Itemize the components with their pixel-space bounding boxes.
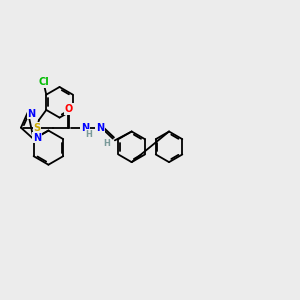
Text: H: H <box>85 130 92 139</box>
Text: H: H <box>103 139 110 148</box>
Text: Cl: Cl <box>39 77 49 87</box>
Text: O: O <box>64 104 73 114</box>
Text: N: N <box>96 123 104 133</box>
Text: N: N <box>33 133 41 142</box>
Text: N: N <box>81 123 89 133</box>
Text: S: S <box>34 123 41 133</box>
Text: N: N <box>27 109 35 118</box>
